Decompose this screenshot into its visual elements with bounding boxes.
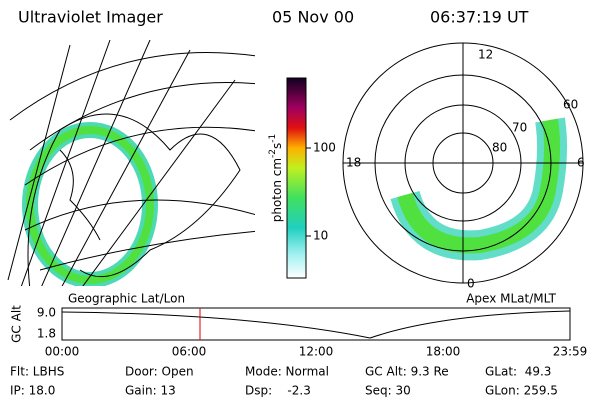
title: Ultraviolet Imager	[18, 8, 163, 27]
info-panel: Flt: LBHS Door: Open Mode: Normal GC Alt: 9…	[10, 365, 558, 398]
info-item: GLon: 259.5	[485, 384, 558, 398]
lat-label: 80	[492, 141, 507, 155]
info-item: Flt: LBHS	[10, 365, 64, 379]
info-item: IP: 18.0	[10, 384, 55, 398]
alt-ylabel: GC Alt	[10, 305, 24, 343]
lat-label: 70	[512, 121, 527, 135]
alt-ytick: 1.8	[37, 327, 56, 341]
colorbar-tick-label: 10	[313, 229, 328, 243]
mlt-label: 12	[478, 48, 493, 62]
alt-xtick: 23:59	[553, 345, 588, 359]
polar-caption: Apex MLat/MLT	[466, 292, 556, 306]
info-item: GLat: 49.3	[485, 365, 551, 379]
map-caption: Geographic Lat/Lon	[68, 292, 185, 306]
lat-label: 60	[563, 98, 578, 112]
mlt-label: 0	[467, 277, 475, 291]
altitude-curve	[61, 310, 571, 339]
polar-plot	[342, 42, 584, 284]
alt-plot-frame	[61, 307, 571, 341]
info-item: Gain: 13	[125, 384, 176, 398]
geographic-map	[7, 40, 255, 286]
alt-ytick: 9.0	[37, 306, 56, 320]
time: 06:37:19 UT	[430, 8, 529, 27]
info-item: Mode: Normal	[245, 365, 329, 379]
info-item: Seq: 30	[365, 384, 411, 398]
info-item: Dsp: -2.3	[245, 384, 311, 398]
color-bar	[286, 77, 307, 279]
colorbar-label: photon cm-2s-1	[268, 134, 284, 223]
alt-xtick: 00:00	[45, 345, 80, 359]
alt-xtick: 12:00	[299, 345, 334, 359]
date: 05 Nov 00	[272, 8, 354, 27]
alt-xtick: 06:00	[172, 345, 207, 359]
mlt-label: 6	[577, 156, 585, 170]
colorbar-tick-label: 100	[313, 141, 336, 155]
info-item: Door: Open	[125, 365, 194, 379]
alt-xtick: 18:00	[426, 345, 461, 359]
mlt-label: 18	[346, 156, 361, 170]
info-item: GC Alt: 9.3 Re	[365, 365, 449, 379]
